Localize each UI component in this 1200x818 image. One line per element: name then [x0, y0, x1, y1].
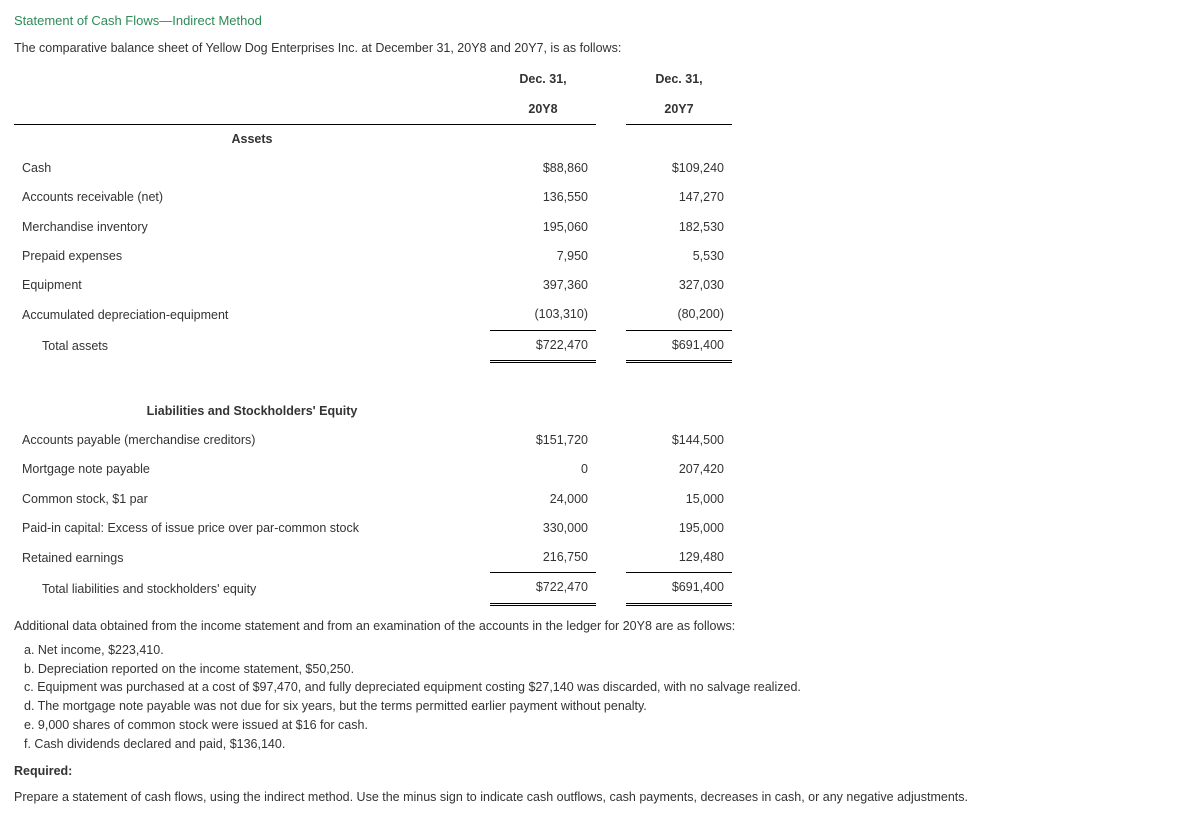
- list-item: a. Net income, $223,410.: [24, 641, 1186, 660]
- row-val-y8: 216,750: [490, 543, 596, 573]
- assets-heading: Assets: [14, 124, 490, 154]
- assets-heading-row: Assets: [14, 124, 732, 154]
- list-item: f. Cash dividends declared and paid, $13…: [24, 735, 1186, 754]
- total-y8: $722,470: [490, 573, 596, 604]
- row-val-y7: 327,030: [626, 271, 732, 300]
- col2-header-2: 20Y7: [626, 95, 732, 125]
- liab-total-row: Total liabilities and stockholders' equi…: [14, 573, 732, 604]
- col1-header-2: 20Y8: [490, 95, 596, 125]
- row-val-y7: (80,200): [626, 300, 732, 330]
- row-label: Paid-in capital: Excess of issue price o…: [14, 514, 490, 543]
- additional-list: a. Net income, $223,410. b. Depreciation…: [14, 641, 1186, 754]
- row-val-y7: 129,480: [626, 543, 732, 573]
- table-header-row2: 20Y8 20Y7: [14, 95, 732, 125]
- table-row: Accounts receivable (net) 136,550 147,27…: [14, 183, 732, 212]
- row-val-y7: 195,000: [626, 514, 732, 543]
- table-row: Merchandise inventory 195,060 182,530: [14, 213, 732, 242]
- required-text: Prepare a statement of cash flows, using…: [14, 787, 1186, 808]
- table-row: Common stock, $1 par 24,000 15,000: [14, 485, 732, 514]
- row-val-y8: (103,310): [490, 300, 596, 330]
- list-item: c. Equipment was purchased at a cost of …: [24, 678, 1186, 697]
- row-val-y8: 7,950: [490, 242, 596, 271]
- row-label: Accounts payable (merchandise creditors): [14, 426, 490, 455]
- row-label: Mortgage note payable: [14, 455, 490, 484]
- balance-sheet-table: Dec. 31, Dec. 31, 20Y8 20Y7 Assets Cash …: [14, 65, 732, 605]
- row-label: Prepaid expenses: [14, 242, 490, 271]
- list-item: e. 9,000 shares of common stock were iss…: [24, 716, 1186, 735]
- row-val-y7: $144,500: [626, 426, 732, 455]
- table-row: Accumulated depreciation-equipment (103,…: [14, 300, 732, 330]
- table-row: Retained earnings 216,750 129,480: [14, 543, 732, 573]
- row-label: Equipment: [14, 271, 490, 300]
- row-val-y7: 207,420: [626, 455, 732, 484]
- row-val-y7: 182,530: [626, 213, 732, 242]
- row-val-y8: 0: [490, 455, 596, 484]
- col1-header-1: Dec. 31,: [490, 65, 596, 94]
- row-label: Merchandise inventory: [14, 213, 490, 242]
- col2-header-1: Dec. 31,: [626, 65, 732, 94]
- table-row: Prepaid expenses 7,950 5,530: [14, 242, 732, 271]
- row-val-y8: 24,000: [490, 485, 596, 514]
- table-row: Equipment 397,360 327,030: [14, 271, 732, 300]
- row-label: Common stock, $1 par: [14, 485, 490, 514]
- row-label: Retained earnings: [14, 543, 490, 573]
- row-label: Accumulated depreciation-equipment: [14, 300, 490, 330]
- row-val-y8: 330,000: [490, 514, 596, 543]
- table-header-row: Dec. 31, Dec. 31,: [14, 65, 732, 94]
- assets-total-row: Total assets $722,470 $691,400: [14, 330, 732, 361]
- row-val-y7: 5,530: [626, 242, 732, 271]
- row-val-y7: 147,270: [626, 183, 732, 212]
- table-row: Mortgage note payable 0 207,420: [14, 455, 732, 484]
- liab-heading-row: Liabilities and Stockholders' Equity: [14, 397, 732, 426]
- row-val-y7: 15,000: [626, 485, 732, 514]
- page-title: Statement of Cash Flows—Indirect Method: [14, 10, 1186, 32]
- row-val-y8: $88,860: [490, 154, 596, 183]
- required-label: Required:: [14, 761, 1186, 782]
- row-val-y8: 136,550: [490, 183, 596, 212]
- total-y7: $691,400: [626, 330, 732, 361]
- table-row: Accounts payable (merchandise creditors)…: [14, 426, 732, 455]
- row-label: Cash: [14, 154, 490, 183]
- additional-intro: Additional data obtained from the income…: [14, 616, 1186, 637]
- total-y7: $691,400: [626, 573, 732, 604]
- intro-text: The comparative balance sheet of Yellow …: [14, 38, 1186, 59]
- liab-heading: Liabilities and Stockholders' Equity: [14, 397, 490, 426]
- row-val-y8: 195,060: [490, 213, 596, 242]
- table-row: Cash $88,860 $109,240: [14, 154, 732, 183]
- total-label: Total assets: [14, 330, 490, 361]
- total-y8: $722,470: [490, 330, 596, 361]
- row-label: Accounts receivable (net): [14, 183, 490, 212]
- list-item: d. The mortgage note payable was not due…: [24, 697, 1186, 716]
- row-val-y8: 397,360: [490, 271, 596, 300]
- row-val-y7: $109,240: [626, 154, 732, 183]
- list-item: b. Depreciation reported on the income s…: [24, 660, 1186, 679]
- total-label: Total liabilities and stockholders' equi…: [14, 573, 490, 604]
- row-val-y8: $151,720: [490, 426, 596, 455]
- table-row: Paid-in capital: Excess of issue price o…: [14, 514, 732, 543]
